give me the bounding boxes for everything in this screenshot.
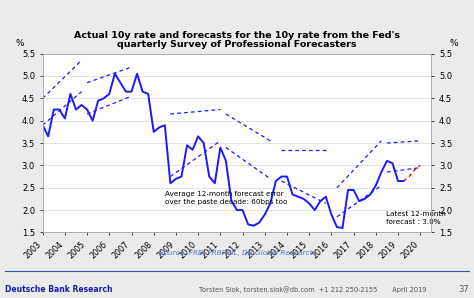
Text: Source: FRB, FRBPHIL, DB Global Research: Source: FRB, FRBPHIL, DB Global Research (159, 250, 315, 256)
Text: Latest 12-month
forecast : 3.0%: Latest 12-month forecast : 3.0% (386, 211, 446, 225)
Text: Actual 10y rate and forecasts for the 10y rate from the Fed's: Actual 10y rate and forecasts for the 10… (74, 31, 400, 40)
Text: Torsten Slok, torsten.slok@db.com  +1 212 250-2155       April 2019: Torsten Slok, torsten.slok@db.com +1 212… (199, 286, 427, 293)
Text: %: % (450, 39, 458, 48)
Text: quarterly Survey of Professional Forecasters: quarterly Survey of Professional Forecas… (117, 40, 357, 49)
Text: Average 12-month forecast error
over the paste decade: 60bps too: Average 12-month forecast error over the… (165, 191, 287, 205)
Text: 37: 37 (458, 285, 469, 294)
Text: %: % (16, 39, 24, 48)
Text: Deutsche Bank Research: Deutsche Bank Research (5, 285, 112, 294)
